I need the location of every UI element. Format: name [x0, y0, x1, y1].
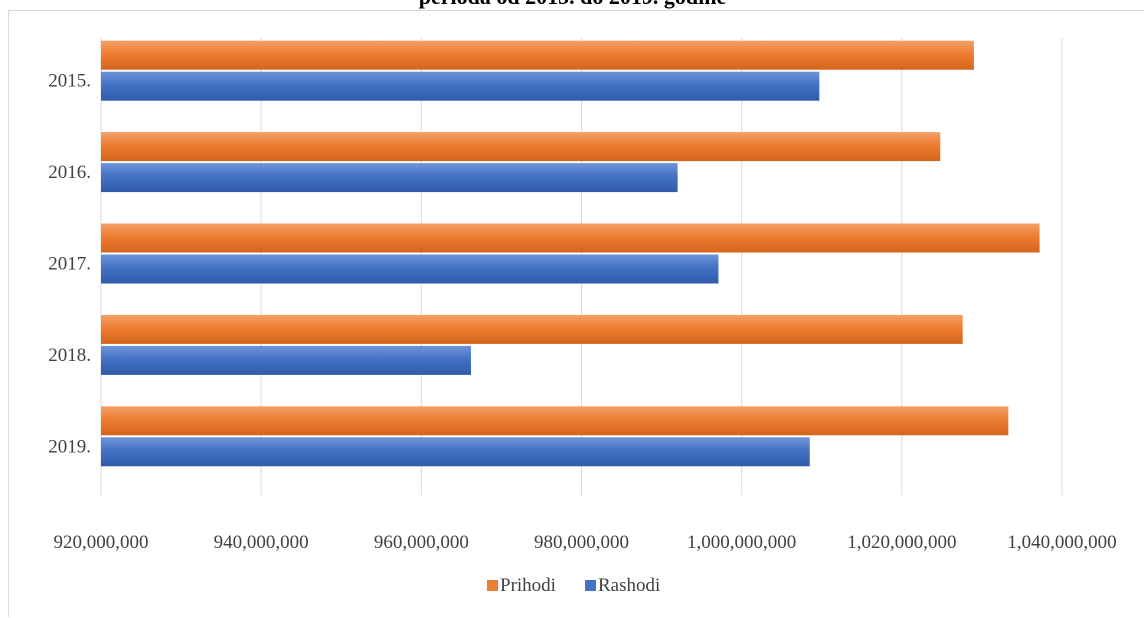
y-tick-label: 2015.: [48, 71, 91, 92]
bar-prihodi-2019: [101, 406, 1009, 436]
x-tick-label: 1,040,000,000: [1007, 532, 1116, 553]
x-tick-label: 1,000,000,000: [687, 532, 796, 553]
bars: [101, 40, 1040, 467]
x-tick-label: 920,000,000: [54, 532, 149, 553]
x-tick-label: 1,020,000,000: [847, 532, 956, 553]
legend-swatch-prihodi: [487, 580, 498, 591]
bar-rashodi-2016: [101, 163, 678, 193]
y-tick-label: 2019.: [48, 436, 91, 457]
bar-prihodi-2015: [101, 40, 974, 70]
chart-title: perioda od 2015. do 2019. godine: [0, 0, 1145, 10]
x-tick-label: 960,000,000: [374, 532, 469, 553]
legend: Prihodi Rashodi: [487, 575, 660, 596]
y-tick-label: 2016.: [48, 162, 91, 183]
x-axis-labels: 920,000,000 940,000,000 960,000,000 980,000…: [54, 532, 1117, 553]
x-tick-label: 980,000,000: [534, 532, 629, 553]
y-tick-label: 2017.: [48, 254, 91, 275]
bar-prihodi-2017: [101, 223, 1040, 253]
legend-label-prihodi: Prihodi: [500, 575, 556, 596]
x-tick-label: 940,000,000: [214, 532, 309, 553]
bar-rashodi-2019: [101, 437, 810, 467]
bar-prihodi-2016: [101, 132, 941, 162]
legend-label-rashodi: Rashodi: [598, 575, 660, 596]
legend-swatch-rashodi: [585, 580, 596, 591]
bar-rashodi-2017: [101, 254, 719, 284]
bar-rashodi-2015: [101, 71, 820, 101]
bar-rashodi-2018: [101, 345, 471, 375]
y-axis-labels: 2015. 2016. 2017. 2018. 2019.: [48, 71, 91, 458]
bar-prihodi-2018: [101, 314, 963, 344]
chart-frame: [8, 10, 1144, 617]
y-tick-label: 2018.: [48, 345, 91, 366]
